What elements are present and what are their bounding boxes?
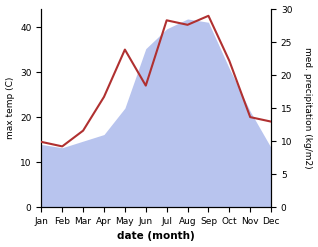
- Y-axis label: med. precipitation (kg/m2): med. precipitation (kg/m2): [303, 47, 313, 169]
- X-axis label: date (month): date (month): [117, 231, 195, 242]
- Y-axis label: max temp (C): max temp (C): [5, 77, 15, 139]
